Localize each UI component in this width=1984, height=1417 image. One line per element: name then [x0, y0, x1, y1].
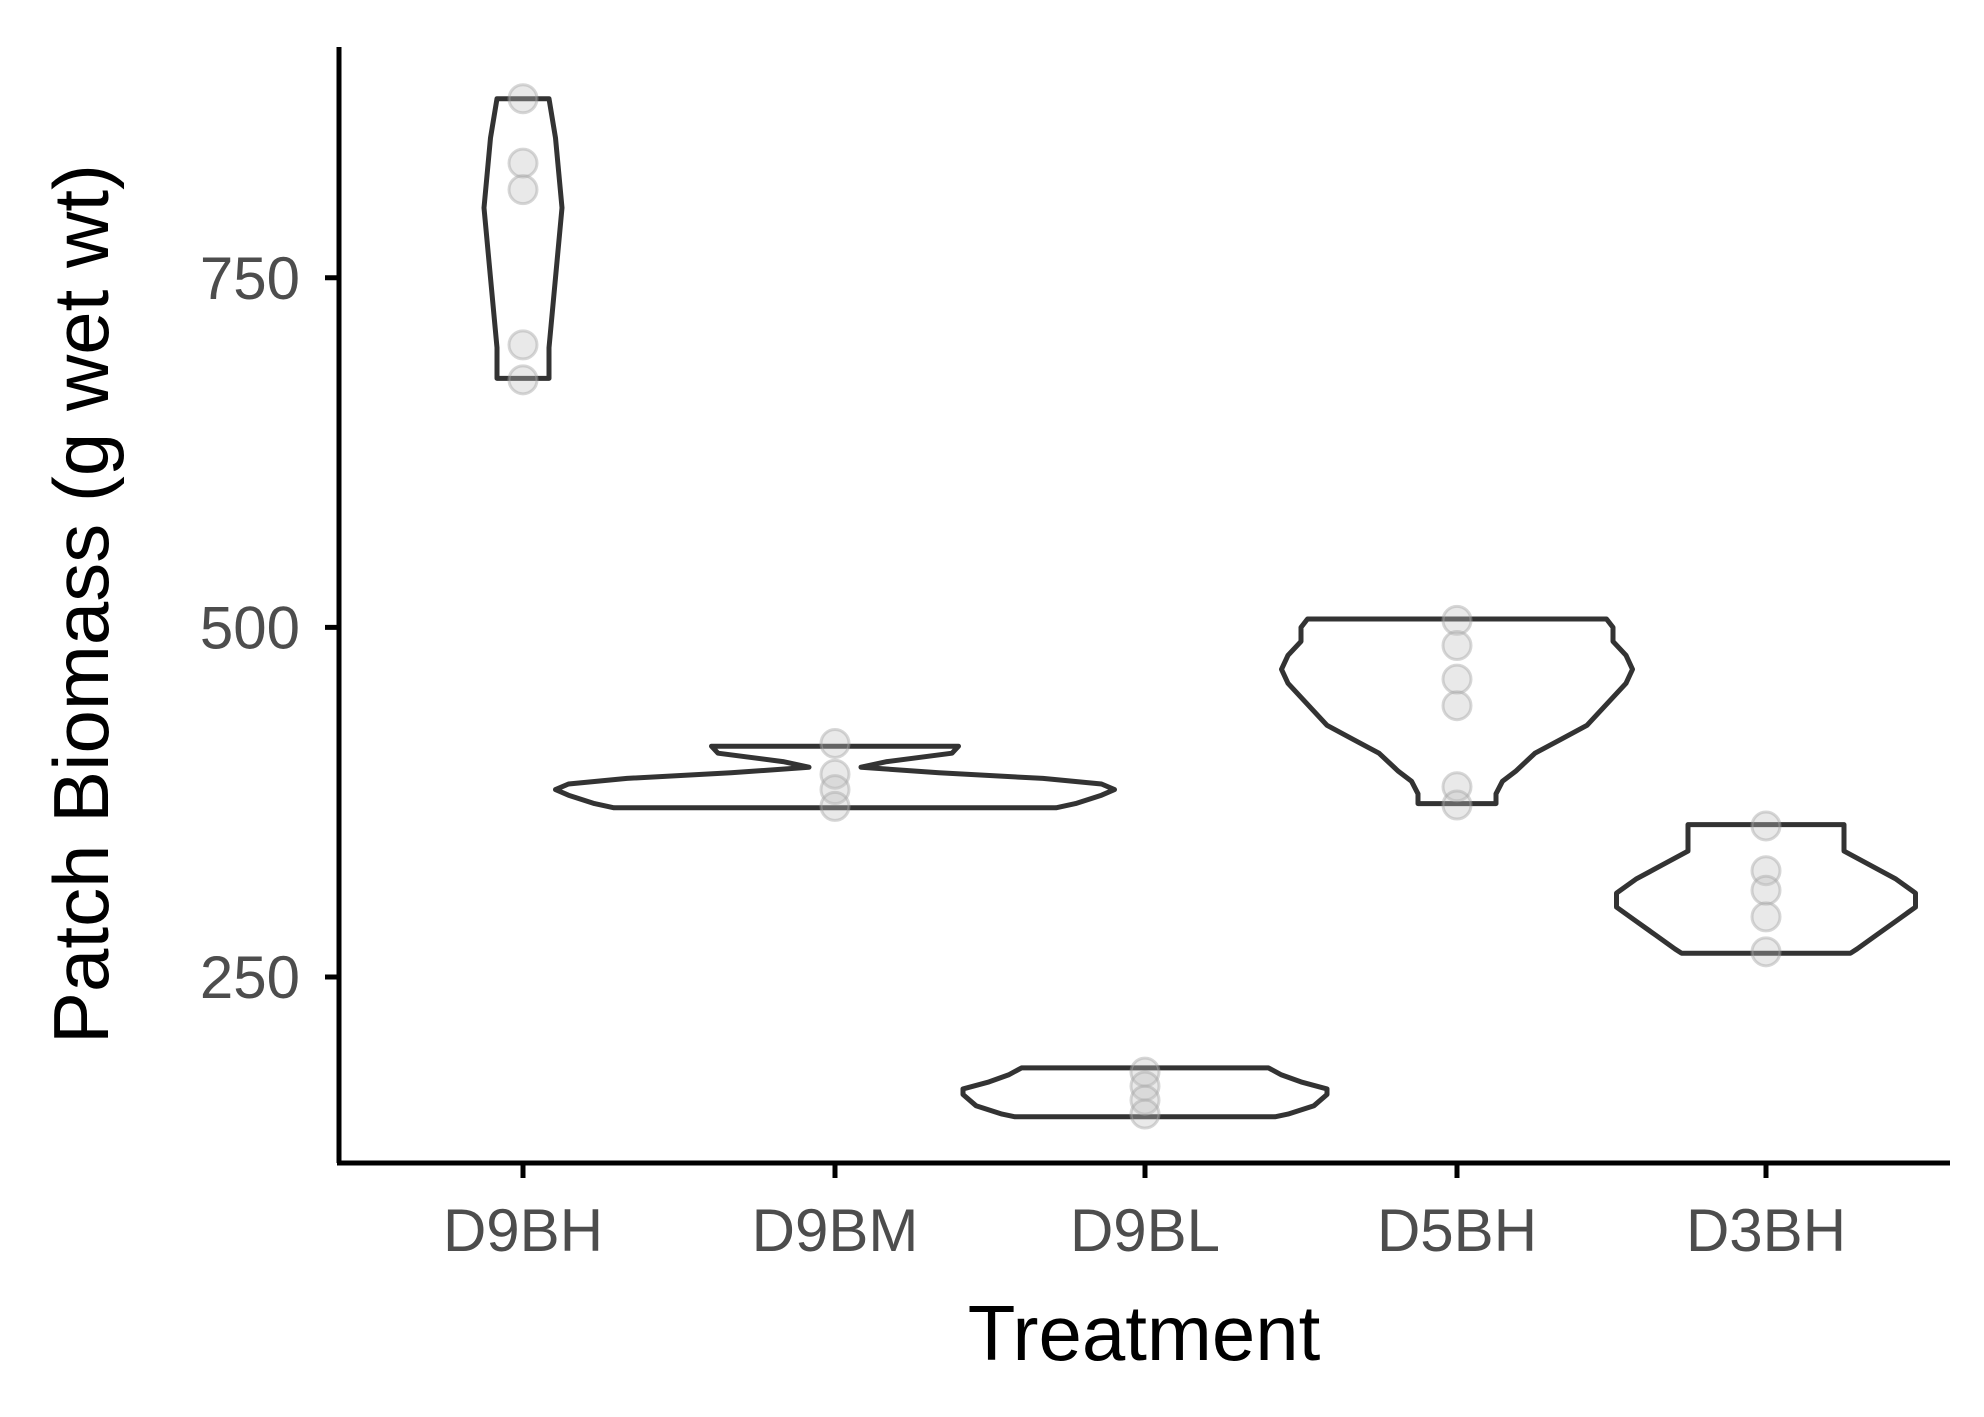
x-tick-label: D9BH	[443, 1197, 603, 1264]
x-ticks: D9BH D9BM D9BL D5BH D3BH	[443, 1163, 1846, 1264]
data-point	[1129, 1084, 1161, 1116]
x-tick-label: D5BH	[1377, 1197, 1537, 1264]
data-point	[1750, 874, 1782, 906]
violin-d9bm	[553, 743, 1117, 811]
x-axis-title: Treatment	[968, 1289, 1321, 1377]
y-ticks: 250 500 750	[200, 245, 339, 1011]
data-point	[507, 364, 539, 396]
violin-d3bh	[1614, 822, 1918, 956]
violin-d9bl	[960, 1065, 1330, 1120]
violin-layer	[481, 96, 1918, 1120]
x-tick-label: D9BM	[752, 1197, 919, 1264]
data-point	[1750, 855, 1782, 887]
data-point	[507, 147, 539, 179]
data-point	[1750, 936, 1782, 968]
data-point	[1441, 789, 1473, 821]
data-point	[507, 329, 539, 361]
data-point	[1441, 771, 1473, 803]
data-point	[1441, 604, 1473, 636]
x-tick-label: D3BH	[1686, 1197, 1846, 1264]
data-point	[1750, 901, 1782, 933]
y-tick-label: 250	[200, 944, 300, 1011]
data-point	[1129, 1098, 1161, 1130]
data-point	[1441, 690, 1473, 722]
violin-d5bh	[1279, 616, 1635, 807]
data-point	[1129, 1056, 1161, 1088]
violin-d9bh	[481, 96, 565, 381]
data-point	[819, 727, 851, 759]
data-point	[1441, 630, 1473, 662]
data-point	[1750, 810, 1782, 842]
data-point	[507, 174, 539, 206]
y-axis-title: Patch Biomass (g wet wt)	[37, 164, 125, 1044]
y-tick-label: 500	[200, 594, 300, 661]
data-point	[1129, 1070, 1161, 1102]
data-point	[819, 790, 851, 822]
x-tick-label: D9BL	[1070, 1197, 1220, 1264]
data-point	[819, 758, 851, 790]
data-point	[819, 774, 851, 806]
y-tick-label: 750	[200, 245, 300, 312]
data-point	[1441, 663, 1473, 695]
point-layer	[507, 83, 1782, 1130]
data-point	[507, 83, 539, 115]
